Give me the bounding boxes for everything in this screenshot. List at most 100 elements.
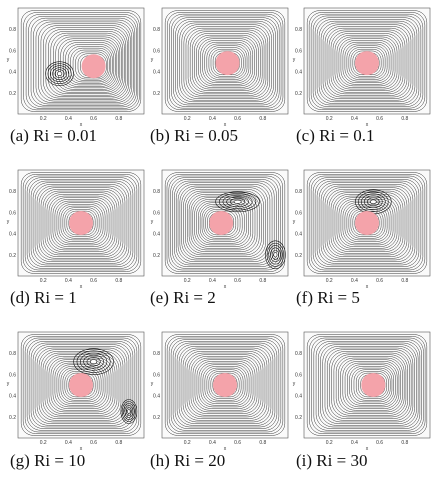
panel-caption: (c) Ri = 0.1 [296,126,375,145]
streamline [42,190,120,256]
streamline [189,31,263,93]
streamline [338,38,396,87]
x-tick-label: 0.6 [234,440,241,446]
streamline [52,199,110,247]
y-axis-label: y [7,57,10,63]
streamline [315,341,421,429]
x-axis-label: x [224,122,227,128]
streamline [45,29,127,97]
streamline [196,36,257,88]
eddy-streamline [270,247,281,263]
streamline [171,15,280,107]
streamline [170,177,279,269]
x-tick-label: 0.2 [184,278,191,284]
streamline [65,44,115,86]
streamline [314,17,420,106]
streamline [346,45,388,80]
streamline [192,33,261,91]
streamline [338,357,403,413]
panel: 0.2 0.2 0.4 0.4 0.6 0.6 0.8 0.8 x y (h) Ri = 20 [150,331,289,470]
streamline [309,336,426,434]
streamline [348,207,386,239]
x-tick-label: 0.6 [376,278,383,284]
streamline [48,195,114,251]
eddy-streamline [47,63,72,85]
eddy-streamline [127,409,131,414]
eddy-streamline [357,191,389,213]
x-tick-label: 0.2 [326,440,333,446]
streamline [32,182,130,264]
y-axis-label: y [151,57,154,63]
panel: 0.2 0.2 0.4 0.4 0.6 0.6 0.8 0.8 x y (e) Ri = 2 [150,169,289,307]
streamline [60,205,102,241]
streamline [316,19,418,104]
streamline [344,204,390,242]
streamline [306,10,428,112]
x-tick-label: 0.6 [234,116,241,122]
streamline [324,347,414,423]
y-tick-label: 0.2 [9,253,16,259]
cylinder [209,211,234,235]
streamline [20,10,142,112]
streamline [336,36,398,88]
x-tick-label: 0.2 [326,116,333,122]
streamline [26,339,136,431]
y-tick-label: 0.4 [295,70,302,76]
streamline [318,182,416,264]
streamline [206,369,244,401]
streamline [328,190,406,256]
streamline [54,362,108,408]
x-tick-label: 0.6 [376,440,383,446]
cylinder [355,211,379,235]
streamline [183,189,264,257]
panel-caption: (a) Ri = 0.01 [10,126,97,145]
streamline [24,175,138,271]
x-axis-label: x [366,122,369,128]
streamline [38,23,131,102]
eddy-streamline [123,403,135,420]
x-tick-label: 0.6 [234,278,241,284]
streamline [186,352,264,418]
panel-caption: (f) Ri = 5 [296,288,360,307]
streamline [22,174,140,272]
streamline [34,184,128,262]
streamline [174,180,275,266]
streamline [72,49,110,81]
cylinder [215,51,240,76]
streamline [36,347,126,423]
streamline [24,337,138,433]
y-axis-label: y [151,219,154,225]
streamline [40,25,130,100]
y-tick-label: 0.6 [295,210,302,216]
streamline [196,361,254,409]
streamline [178,346,272,424]
streamline [344,362,398,408]
streamline [177,20,274,103]
streamline [185,27,267,96]
streamline [324,187,410,259]
streamline [196,200,249,246]
streamline [64,209,98,237]
streamline [25,14,139,109]
y-tick-label: 0.4 [9,70,16,76]
x-axis-label: x [80,446,83,452]
streamline [198,38,255,87]
streamline [168,175,281,271]
streamline [311,337,424,433]
y-tick-label: 0.2 [295,253,302,259]
y-axis-label: y [7,381,10,387]
x-axis-label: x [366,284,369,290]
cylinder [361,373,386,397]
panel-caption: (h) Ri = 20 [150,451,225,470]
streamline [350,48,384,77]
x-tick-label: 0.6 [90,116,97,122]
eddy-streamline [120,399,138,424]
y-tick-label: 0.6 [295,372,302,378]
panel-caption: (e) Ri = 2 [150,288,216,307]
y-tick-label: 0.6 [153,210,160,216]
eddy-streamline [45,61,74,87]
streamline [58,366,104,404]
streamline [173,17,278,106]
streamline [44,192,118,254]
